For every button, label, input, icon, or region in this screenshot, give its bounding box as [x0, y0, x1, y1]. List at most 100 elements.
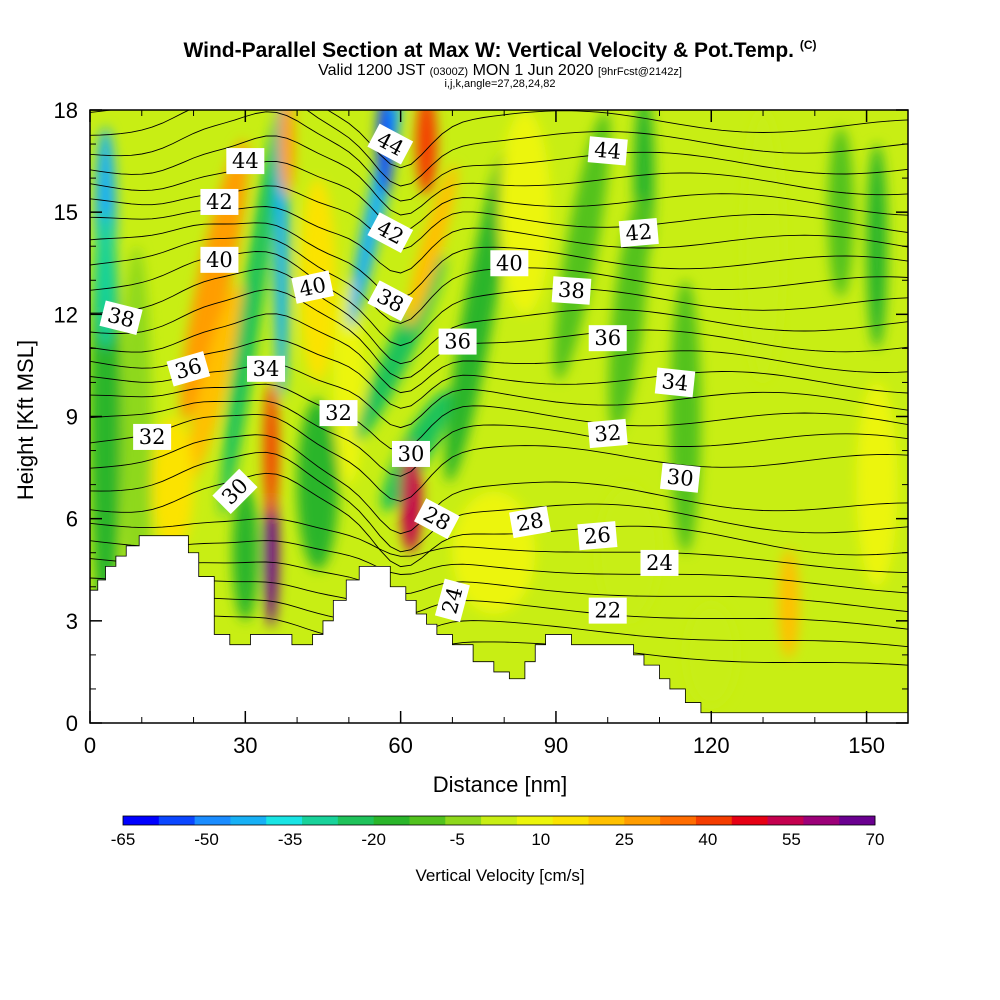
contour-label-text: 44: [232, 149, 259, 173]
contour-label-text: 34: [660, 369, 689, 396]
contour-label: 42: [618, 217, 659, 248]
contour-label: 34: [247, 355, 286, 382]
colorbar-tick-label: 25: [615, 830, 634, 849]
velocity-cell: [278, 110, 295, 196]
contour-label-text: 30: [398, 442, 425, 466]
colorbar-swatch: [660, 816, 697, 825]
velocity-cell: [232, 484, 259, 621]
theta-contour-line: [90, 313, 908, 394]
theta-contour-line: [90, 597, 908, 648]
colorbar-swatch: [266, 816, 303, 825]
contour-label: 40: [200, 246, 239, 273]
colorbar-tick-label: -50: [194, 830, 219, 849]
velocity-cell: [297, 399, 339, 570]
y-tick-label: 9: [66, 405, 78, 430]
colorbar-tick-label: -5: [450, 830, 465, 849]
theta-contour-line: [90, 383, 908, 452]
x-tick-label: 120: [693, 733, 730, 758]
colorbar-title: Vertical Velocity [cm/s]: [415, 866, 584, 885]
contour-label: 42: [200, 188, 239, 215]
colorbar-swatch: [302, 816, 339, 825]
theta-contour-line: [90, 434, 908, 535]
velocity-cell: [416, 110, 437, 196]
colorbar-swatch: [624, 816, 661, 825]
velocity-cell: [445, 146, 512, 483]
colorbar-tick-label: -20: [361, 830, 386, 849]
y-tick-label: 12: [54, 302, 78, 327]
velocity-cell: [186, 283, 242, 482]
colorbar-swatch: [409, 816, 446, 825]
contour-label-text: 28: [515, 508, 545, 536]
contour-label-text: 24: [646, 551, 673, 575]
velocity-cell: [152, 416, 194, 553]
contour-label: 40: [291, 270, 334, 304]
theta-contour-line: [90, 518, 908, 574]
contour-label: 36: [166, 351, 211, 387]
x-tick-label: 150: [848, 733, 885, 758]
valid-utc: (0300Z): [429, 66, 469, 78]
contour-label-text: 22: [594, 599, 621, 623]
colorbar-swatch: [839, 816, 876, 825]
y-tick-label: 3: [66, 609, 78, 634]
colorbar-swatch: [194, 816, 231, 825]
section-indices: i,j,k,angle=27,28,24,82: [444, 78, 556, 90]
theta-contour-line: [90, 222, 908, 299]
contour-label: 32: [319, 400, 358, 427]
x-axis-title: Distance [nm]: [433, 772, 568, 797]
velocity-cell: [778, 549, 800, 659]
contour-label-text: 36: [594, 326, 621, 350]
contour-label-text: 32: [325, 401, 352, 425]
theta-contour-line: [90, 111, 908, 202]
colorbar-tick-label: -65: [111, 830, 136, 849]
contour-label: 30: [391, 440, 430, 467]
y-tick-label: 0: [66, 711, 78, 736]
x-tick-label: 30: [233, 733, 257, 758]
x-tick-label: 0: [84, 733, 96, 758]
chart-subtitle: Valid 1200 JST (0300Z) MON 1 Jun 2020 [9…: [0, 62, 1000, 80]
theta-contour-line: [90, 558, 908, 613]
forecast-info: [9hrFcst@2142z]: [597, 66, 682, 78]
contour-label: 28: [509, 505, 552, 539]
theta-contour-line: [90, 268, 908, 365]
colorbar-swatch: [481, 816, 518, 825]
x-tick-label: 90: [544, 733, 568, 758]
theta-contour-line: [90, 363, 908, 429]
colorbar-tick-label: -35: [278, 830, 303, 849]
contour-label-text: 26: [583, 523, 612, 549]
colorbar-tick-label: 70: [866, 830, 885, 849]
colorbar-swatch: [552, 816, 589, 825]
colorbar-swatch: [516, 816, 554, 825]
velocity-cell: [553, 112, 611, 381]
theta-contour-line: [90, 540, 908, 594]
velocity-cell: [685, 603, 738, 706]
contour-label-text: 36: [444, 330, 471, 354]
contour-label-text: 44: [593, 138, 622, 164]
theta-contour-line: [90, 110, 908, 187]
contour-label-text: 40: [206, 248, 233, 272]
velocity-cell: [866, 144, 888, 349]
contour-label-text: 42: [624, 219, 653, 245]
velocity-cell: [827, 127, 854, 298]
theta-contour-line: [90, 615, 908, 666]
contour-label-text: 40: [297, 273, 328, 302]
theta-contour-line: [90, 338, 908, 409]
contour-label: 30: [659, 462, 701, 493]
colorbar-swatch: [337, 816, 375, 825]
colorbar: -65 -50 -35 -20 -5 10 25 40 55 70: [111, 815, 885, 849]
contour-label-text: 32: [593, 420, 622, 446]
colorbar-swatch: [230, 816, 267, 825]
contour-label: 36: [438, 328, 477, 355]
contour-label: 24: [434, 578, 470, 623]
y-tick-label: 15: [54, 200, 78, 225]
colorbar-tick-label: 40: [698, 830, 717, 849]
contour-label: 36: [588, 325, 627, 352]
contour-label: 34: [654, 367, 696, 398]
colorbar-swatch: [588, 816, 625, 825]
contour-label: 24: [640, 549, 679, 576]
colorbar-swatch: [803, 816, 840, 825]
contour-label-text: 40: [496, 251, 523, 275]
contour-label: 40: [490, 250, 529, 277]
y-axis-title: Height [Kft MSL]: [13, 340, 38, 500]
